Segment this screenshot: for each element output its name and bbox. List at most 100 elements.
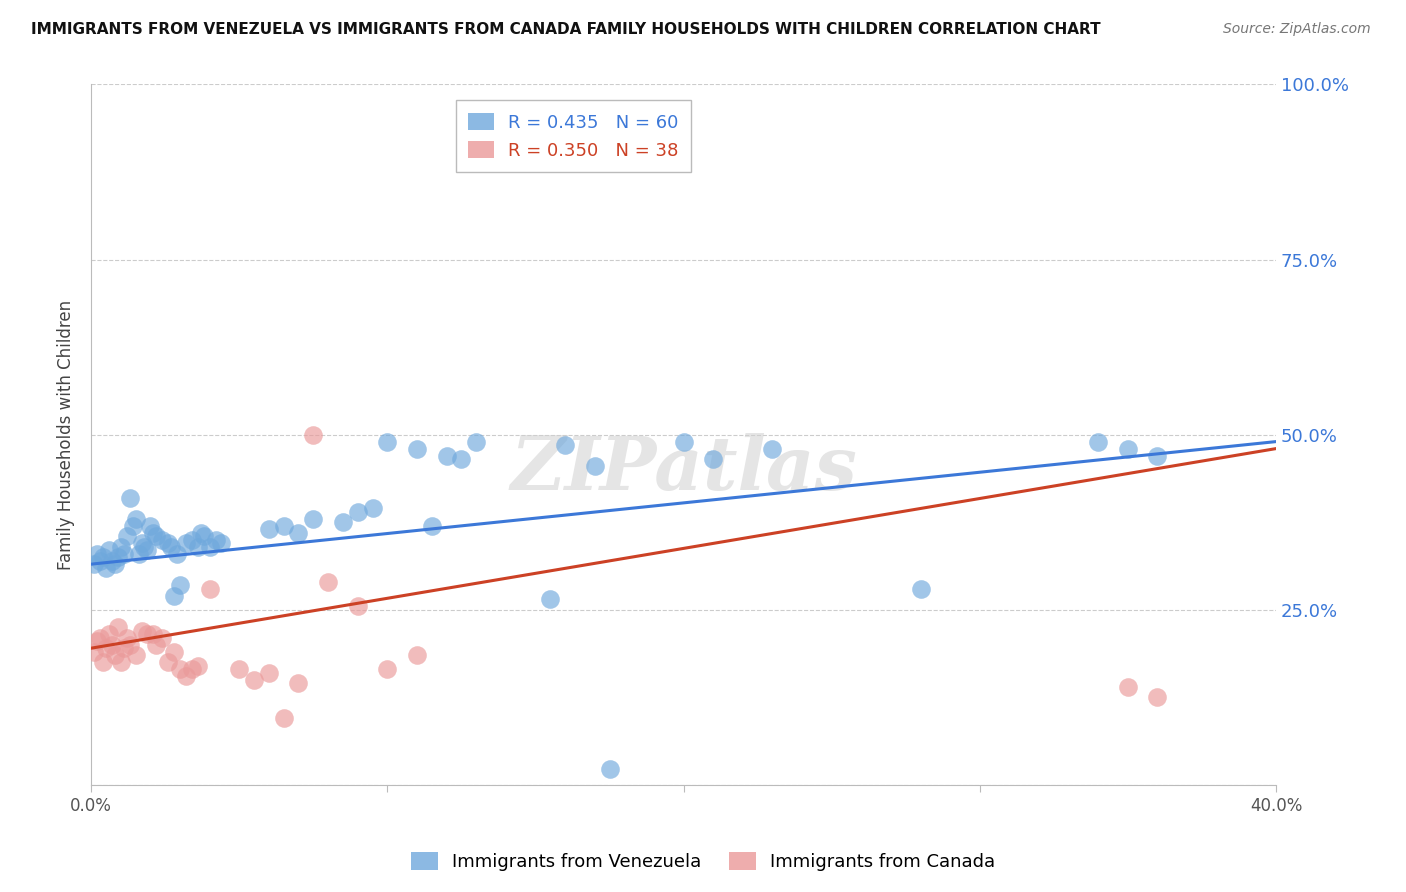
Point [124,648,146,663]
Point [86,547,108,561]
Point [136,543,159,558]
Point [163,645,186,659]
Point [174,669,197,683]
Point [94,641,117,656]
Point [131,624,153,638]
Point [121,518,143,533]
Point [583,459,606,474]
Point [198,582,221,596]
Point [104,557,127,571]
Point [145,529,167,543]
Point [346,505,368,519]
Point [377,434,399,449]
Point [273,518,295,533]
Point [110,540,132,554]
Point [436,449,458,463]
Point [228,662,250,676]
Point [302,511,325,525]
Point [287,525,309,540]
Point [190,525,212,540]
Point [1146,690,1168,705]
Point [377,662,399,676]
Point [910,582,932,596]
Point [131,536,153,550]
Point [198,540,221,554]
Point [406,442,429,456]
Point [128,547,150,561]
Point [107,620,129,634]
Point [211,536,233,550]
Text: Source: ZipAtlas.com: Source: ZipAtlas.com [1223,22,1371,37]
Point [115,631,138,645]
Point [89,631,111,645]
Point [187,658,209,673]
Point [163,589,186,603]
Point [139,518,162,533]
Point [150,533,173,547]
Point [672,434,695,449]
Point [361,501,384,516]
Point [142,525,165,540]
Point [112,641,135,656]
Point [1146,449,1168,463]
Point [157,655,180,669]
Point [110,655,132,669]
Point [193,529,215,543]
Point [160,540,183,554]
Point [243,673,266,687]
Point [91,550,114,565]
Point [257,665,280,680]
Point [702,452,724,467]
Point [174,536,197,550]
Point [118,491,141,505]
Point [97,627,120,641]
Point [104,648,127,663]
Legend: Immigrants from Venezuela, Immigrants from Canada: Immigrants from Venezuela, Immigrants fr… [404,846,1002,879]
Point [465,434,488,449]
Y-axis label: Family Households with Children: Family Households with Children [58,300,75,570]
Legend: R = 0.435   N = 60, R = 0.350   N = 38: R = 0.435 N = 60, R = 0.350 N = 38 [456,101,690,172]
Point [287,676,309,690]
Point [169,578,191,592]
Point [118,638,141,652]
Point [94,560,117,574]
Point [97,543,120,558]
Point [86,634,108,648]
Point [107,550,129,565]
Point [599,762,621,776]
Point [406,648,429,663]
Point [145,638,167,652]
Point [166,547,188,561]
Text: IMMIGRANTS FROM VENEZUELA VS IMMIGRANTS FROM CANADA FAMILY HOUSEHOLDS WITH CHILD: IMMIGRANTS FROM VENEZUELA VS IMMIGRANTS … [31,22,1101,37]
Point [101,554,124,568]
Point [761,442,783,456]
Point [1116,680,1139,694]
Point [101,638,124,652]
Point [554,438,576,452]
Point [142,627,165,641]
Point [112,547,135,561]
Point [420,518,443,533]
Point [124,511,146,525]
Point [180,662,202,676]
Point [169,662,191,676]
Point [257,522,280,536]
Text: ZIPatlas: ZIPatlas [510,434,858,506]
Point [332,515,354,529]
Point [316,574,339,589]
Point [134,540,156,554]
Point [89,554,111,568]
Point [1116,442,1139,456]
Point [83,557,105,571]
Point [1087,434,1109,449]
Point [180,533,202,547]
Point [115,529,138,543]
Point [150,631,173,645]
Point [187,540,209,554]
Point [538,592,561,607]
Point [136,627,159,641]
Point [450,452,472,467]
Point [157,536,180,550]
Point [346,599,368,614]
Point [83,645,105,659]
